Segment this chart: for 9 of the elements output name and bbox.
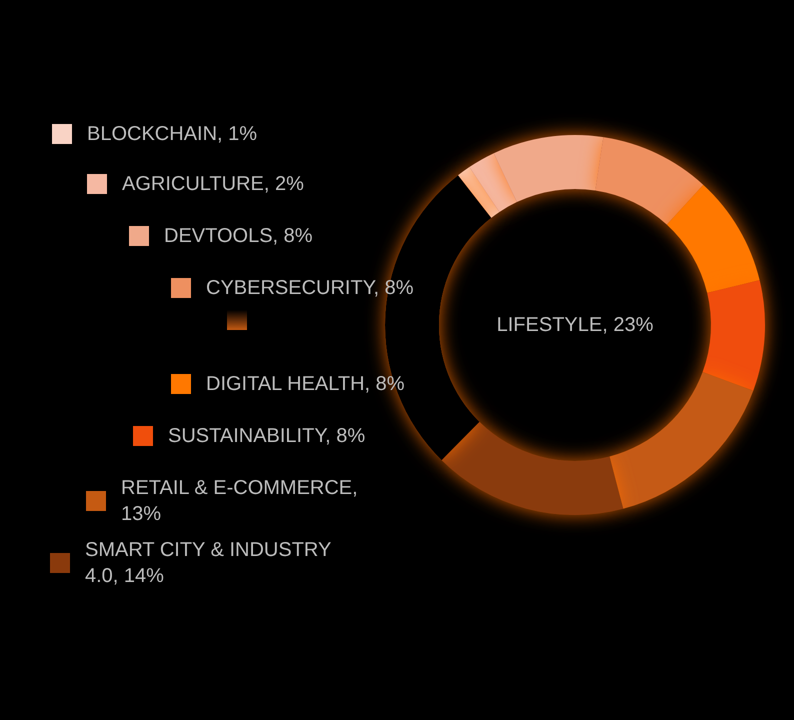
legend-label: BLOCKCHAIN, 1% [87, 123, 258, 145]
legend-label: DIGITAL HEALTH, 8% [206, 373, 405, 395]
legend-label: RETAIL & E-COMMERCE, 13% [121, 477, 364, 525]
legend-label: SMART CITY & INDUSTRY 4.0, 14% [85, 539, 337, 587]
legend-label: SUSTAINABILITY, 8% [168, 425, 366, 447]
legend-label: AGRICULTURE, 2% [122, 173, 304, 195]
legend-label: CYBERSECURITY, 8% [206, 277, 414, 299]
slice-label: LIFESTYLE, 23% [496, 314, 654, 336]
legend-label: DEVTOOLS, 8% [164, 225, 313, 247]
